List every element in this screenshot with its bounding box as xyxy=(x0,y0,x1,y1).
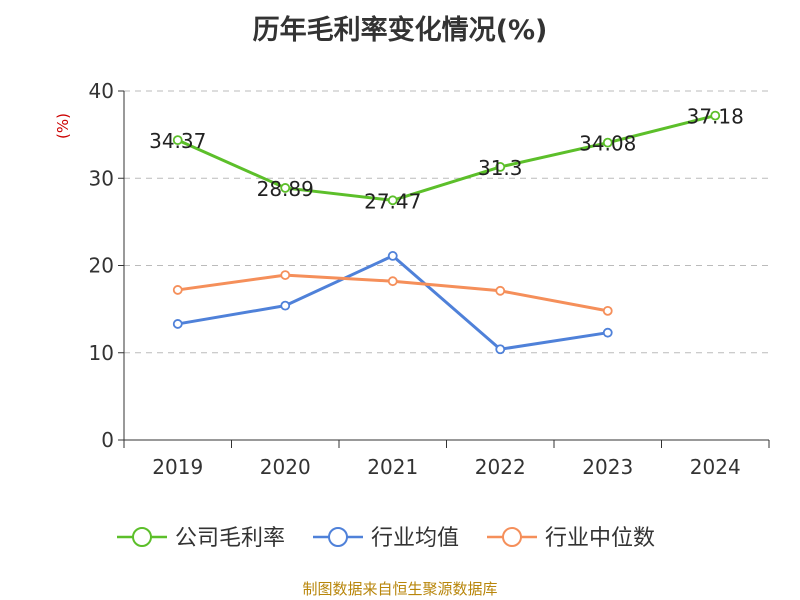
data-label: 28.89 xyxy=(257,177,314,201)
data-label: 34.08 xyxy=(579,132,636,156)
y-tick-label: 40 xyxy=(89,79,114,103)
data-point xyxy=(602,137,613,148)
x-tick-label: 2024 xyxy=(690,455,741,479)
x-tick-label: 2020 xyxy=(260,455,311,479)
data-point xyxy=(387,195,398,206)
legend-marker xyxy=(502,527,522,547)
chart-title: 历年毛利率变化情况(%) xyxy=(252,15,548,46)
y-tick-label: 0 xyxy=(101,428,114,452)
data-label: 27.47 xyxy=(364,189,421,213)
data-point xyxy=(387,276,398,287)
series-line xyxy=(177,254,608,351)
y-tick-label: 30 xyxy=(89,166,114,190)
data-point xyxy=(387,251,398,261)
legend-label: 公司毛利率 xyxy=(175,526,285,551)
data-point xyxy=(280,300,291,311)
legend-label: 行业均值 xyxy=(371,526,459,551)
data-point xyxy=(172,135,183,146)
data-point xyxy=(280,183,291,193)
legend-marker xyxy=(328,527,348,547)
data-point xyxy=(602,327,613,338)
data-point xyxy=(172,285,183,295)
data-point xyxy=(710,110,721,121)
data-point xyxy=(495,285,506,296)
data-label: 37.18 xyxy=(687,105,744,129)
x-tick-label: 2021 xyxy=(367,455,418,479)
y-tick-label: 20 xyxy=(89,254,114,278)
x-tick-label: 2022 xyxy=(475,455,526,479)
y-tick-label: 10 xyxy=(89,341,114,365)
data-point xyxy=(172,319,183,329)
data-label: 31.3 xyxy=(478,156,523,180)
data-point xyxy=(280,270,291,280)
data-point xyxy=(495,162,506,172)
data-point xyxy=(602,305,613,316)
x-tick-label: 2023 xyxy=(582,455,633,479)
legend-label: 行业中位数 xyxy=(545,526,655,551)
legend-marker xyxy=(132,527,152,547)
source-note: 制图数据来自恒生聚源数据库 xyxy=(302,580,498,598)
y-axis-label: (%) xyxy=(54,113,72,139)
data-label: 34.37 xyxy=(149,129,206,153)
x-tick-label: 2019 xyxy=(152,455,203,479)
series-line xyxy=(177,114,716,202)
data-point xyxy=(495,344,506,355)
